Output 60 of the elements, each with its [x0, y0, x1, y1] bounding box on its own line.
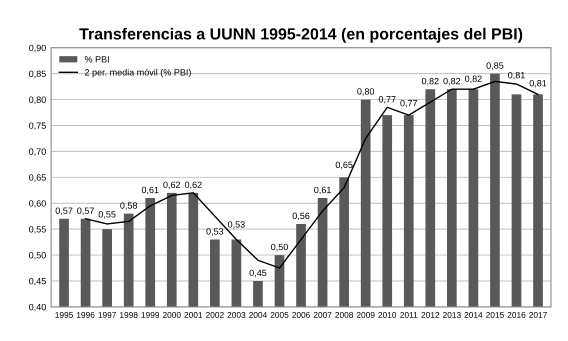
data-label: 0,61: [142, 186, 159, 194]
y-tick-label: 0,55: [29, 226, 46, 234]
data-label: 0,81: [508, 72, 525, 80]
legend-label: % PBI: [84, 56, 109, 62]
data-label: 0,57: [77, 208, 94, 215]
x-tick-label: 2009: [356, 312, 375, 318]
x-tick-label: 2003: [228, 312, 246, 318]
x-tick-label: 2014: [464, 312, 482, 318]
y-tick-label: 0,45: [29, 278, 46, 286]
x-tick-label: 2016: [508, 312, 526, 318]
y-tick-label: 0,75: [29, 122, 46, 130]
x-tick-label: 2012: [421, 312, 440, 318]
x-tick-label: 2002: [206, 312, 224, 318]
data-label: 0,62: [184, 182, 202, 190]
data-label: 0,45: [250, 270, 266, 278]
x-tick-label: 2010: [378, 312, 396, 318]
data-label: 0,65: [336, 162, 353, 170]
y-tick-label: 0,40: [29, 304, 46, 312]
data-label: 0,55: [98, 211, 116, 219]
data-label: 0,53: [228, 221, 245, 229]
data-label: 0,82: [422, 78, 439, 86]
data-label: 0,61: [314, 186, 331, 194]
x-tick-label: 2013: [443, 312, 461, 318]
data-label: 0,82: [443, 78, 460, 86]
data-label: 0,77: [378, 96, 396, 104]
data-label: 0,62: [163, 182, 180, 190]
data-label: 0,58: [120, 202, 138, 210]
x-tick-label: 2004: [249, 312, 267, 318]
y-tick-label: 0,80: [29, 96, 46, 104]
data-label: 0,53: [206, 228, 224, 236]
x-tick-label: 1998: [120, 312, 138, 318]
x-tick-label: 2005: [270, 312, 288, 318]
data-label: 0,50: [271, 244, 288, 252]
x-tick-label: 2007: [314, 312, 332, 318]
x-tick-label: 1999: [142, 312, 160, 318]
y-tick-label: 0,50: [29, 252, 46, 260]
data-label: 0,85: [486, 62, 504, 70]
x-tick-label: 2000: [162, 312, 181, 318]
data-label: 0,80: [357, 88, 374, 96]
y-tick-label: 0,60: [29, 200, 46, 208]
x-tick-label: 1997: [98, 312, 116, 318]
data-label: 0,81: [530, 80, 546, 88]
y-tick-label: 0,85: [29, 70, 46, 78]
x-tick-label: 1995: [55, 312, 73, 318]
data-label: 0,77: [400, 100, 418, 108]
data-label: 0,56: [292, 212, 310, 220]
y-tick-label: 0,90: [29, 44, 46, 52]
y-tick-label: 0,70: [29, 148, 46, 156]
data-label: 0,82: [464, 76, 482, 84]
chart-title: Transferencias a UUNN 1995-2014 (en porcentajes del PBI): [79, 28, 522, 43]
x-tick-label: 2015: [486, 312, 504, 318]
y-tick-label: 0,65: [29, 174, 46, 182]
x-tick-label: 2001: [184, 312, 202, 318]
data-label: 0,57: [56, 208, 72, 215]
x-tick-label: 2017: [529, 312, 547, 318]
legend-label: 2 per. media móvil (% PBI): [84, 68, 191, 78]
x-tick-label: 2011: [400, 312, 418, 318]
x-tick-label: 2008: [335, 312, 354, 318]
x-tick-label: 2006: [292, 312, 310, 318]
x-tick-label: 1996: [76, 312, 94, 318]
